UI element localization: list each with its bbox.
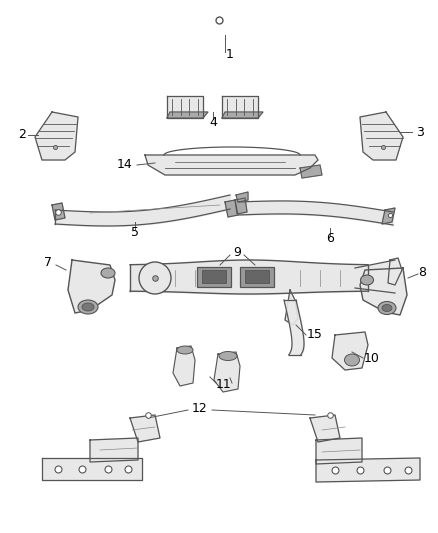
Polygon shape: [235, 198, 247, 214]
Text: 11: 11: [216, 378, 232, 392]
Polygon shape: [222, 96, 258, 118]
Ellipse shape: [177, 346, 193, 354]
Polygon shape: [173, 346, 195, 386]
Bar: [202, 270, 226, 283]
Polygon shape: [316, 458, 420, 482]
Polygon shape: [167, 96, 203, 118]
Circle shape: [139, 262, 171, 294]
Text: 9: 9: [233, 246, 241, 259]
Polygon shape: [236, 192, 248, 202]
Polygon shape: [300, 165, 322, 178]
Polygon shape: [145, 155, 318, 175]
Ellipse shape: [101, 268, 115, 278]
Polygon shape: [310, 415, 340, 442]
Polygon shape: [360, 112, 403, 160]
Text: 8: 8: [418, 265, 426, 279]
Polygon shape: [225, 200, 238, 217]
Bar: [240, 267, 274, 287]
Text: 3: 3: [416, 125, 424, 139]
Ellipse shape: [219, 351, 237, 360]
Polygon shape: [388, 258, 402, 285]
Polygon shape: [214, 352, 240, 392]
Text: 10: 10: [364, 351, 380, 365]
Polygon shape: [167, 112, 208, 118]
Polygon shape: [285, 290, 298, 325]
Bar: [245, 270, 269, 283]
Ellipse shape: [78, 300, 98, 314]
Polygon shape: [332, 332, 368, 370]
Polygon shape: [42, 458, 142, 480]
Ellipse shape: [82, 303, 94, 311]
Text: 12: 12: [192, 401, 208, 415]
Ellipse shape: [382, 304, 392, 311]
Text: 1: 1: [226, 49, 234, 61]
Polygon shape: [222, 112, 263, 118]
Polygon shape: [52, 203, 65, 220]
Text: 15: 15: [307, 328, 323, 342]
Text: 7: 7: [44, 255, 52, 269]
Polygon shape: [35, 112, 78, 160]
Text: 5: 5: [131, 225, 139, 238]
Polygon shape: [316, 438, 362, 464]
Polygon shape: [68, 260, 115, 313]
Ellipse shape: [378, 302, 396, 314]
Text: 14: 14: [117, 158, 133, 172]
Polygon shape: [90, 438, 138, 462]
Ellipse shape: [360, 275, 374, 285]
Text: 4: 4: [209, 116, 217, 128]
Text: 2: 2: [18, 128, 26, 141]
Polygon shape: [360, 268, 407, 315]
Polygon shape: [130, 415, 160, 442]
Polygon shape: [382, 208, 395, 224]
Bar: [197, 267, 231, 287]
Ellipse shape: [345, 354, 360, 366]
Text: 6: 6: [326, 231, 334, 245]
